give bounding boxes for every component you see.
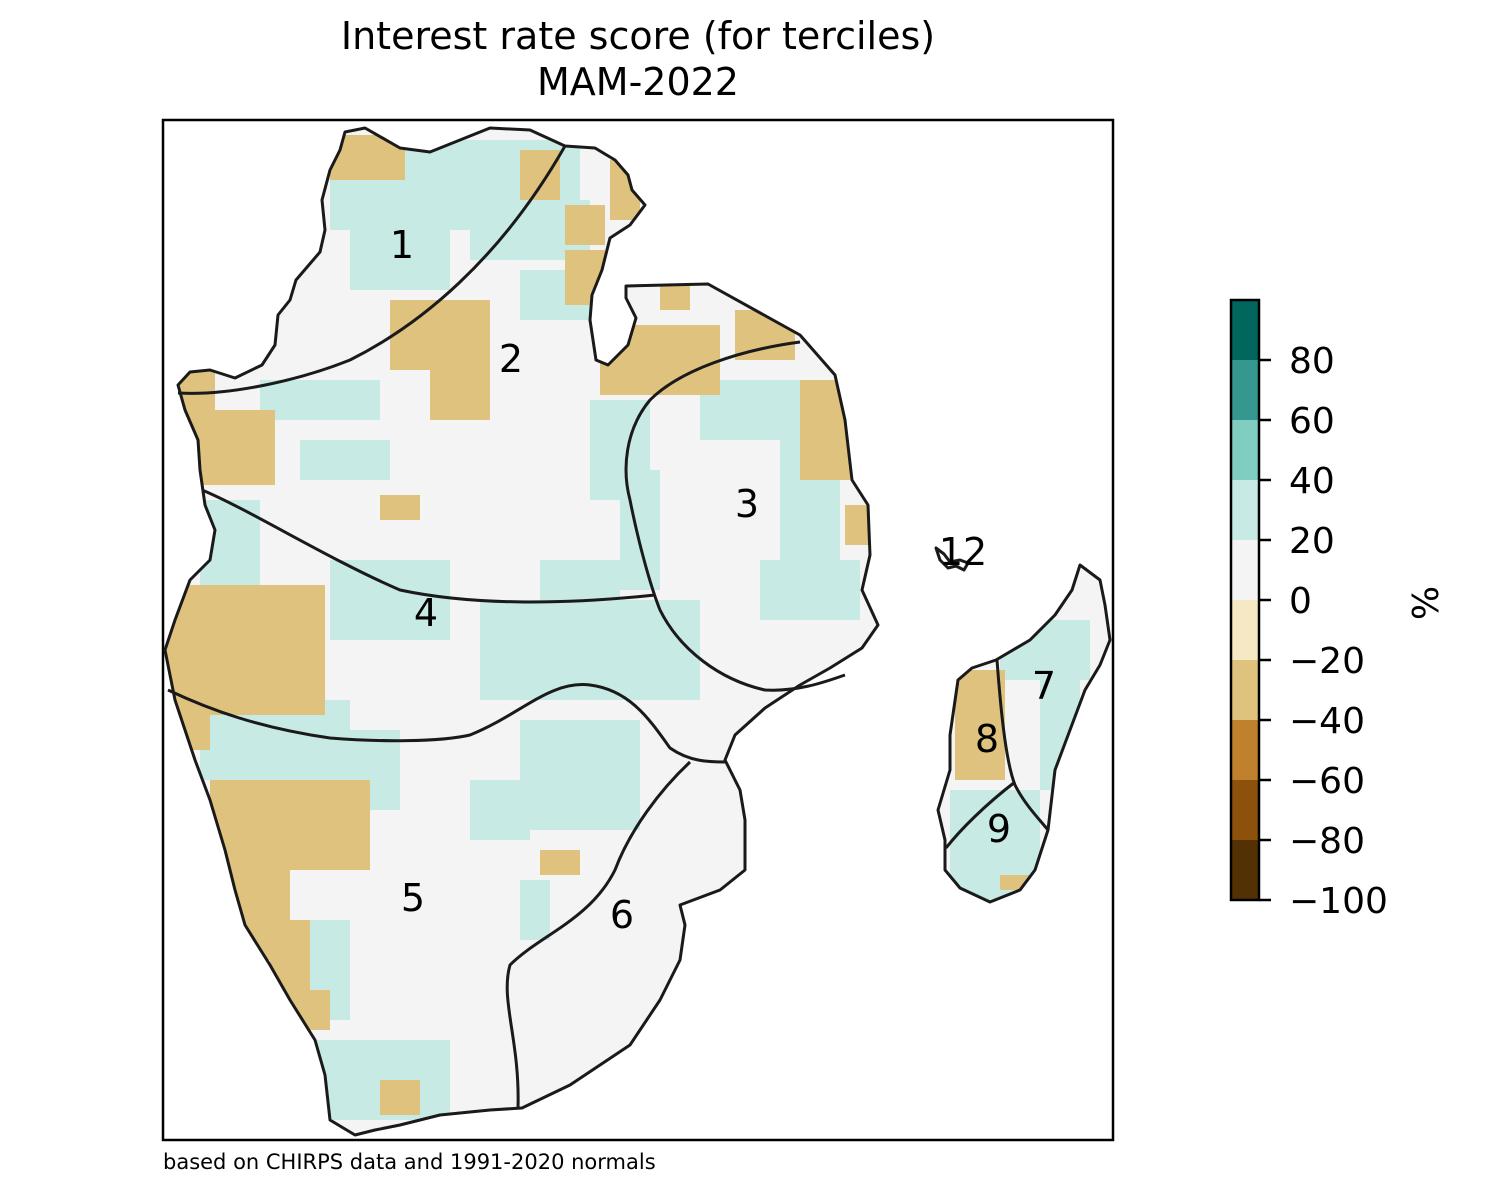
map-title: Interest rate score (for terciles) [340, 14, 936, 58]
boundary-2-4 [201, 488, 656, 604]
zone-label-5: 5 [401, 876, 425, 920]
colorbar-bin [1231, 840, 1259, 901]
colorbar-bin [1231, 420, 1259, 481]
colorbar-tick-label: −40 [1289, 701, 1365, 742]
map-subtitle: MAM-2022 [537, 60, 739, 104]
colorbar-tick-label: −100 [1289, 881, 1388, 922]
colorbar-label: % [1406, 586, 1447, 620]
coastlines [163, 126, 1112, 1137]
zone-label-9: 9 [987, 807, 1011, 851]
boundary-8-9 [944, 780, 1016, 849]
madagascar-coastline [936, 563, 1112, 904]
colorbar-tick-label: 80 [1289, 341, 1335, 382]
comoros-island [934, 546, 970, 572]
boundary-7-8 [995, 659, 1050, 831]
zone-boundaries [167, 145, 1050, 1109]
colorbar-tick-label: 60 [1289, 401, 1335, 442]
zone-label-12: 12 [939, 530, 987, 574]
boundary-2-3 [624, 340, 846, 692]
boundary-5-6 [505, 760, 692, 1109]
zone-label-4: 4 [414, 591, 438, 635]
colorbar-bin [1231, 300, 1259, 361]
zone-label-7: 7 [1032, 664, 1056, 708]
colorbar-bin [1231, 480, 1259, 541]
boundary-1-2 [177, 145, 567, 395]
colorbar-tick-label: 40 [1289, 461, 1335, 502]
colorbar-bin [1231, 600, 1259, 661]
colorbar-tick-label: 0 [1289, 581, 1312, 622]
colorbar-tick-label: −80 [1289, 821, 1365, 862]
colorbar-tick-label: 20 [1289, 521, 1335, 562]
footnote: based on CHIRPS data and 1991-2020 norma… [163, 1150, 656, 1174]
colorbar-bin [1231, 360, 1259, 421]
mainland-coastline [163, 126, 880, 1137]
colorbar-tick-label: −60 [1289, 761, 1365, 802]
zone-labels: 1 2 3 4 5 6 7 8 9 12 [390, 223, 1056, 937]
zone-label-3: 3 [735, 482, 759, 526]
colorbar-bin [1231, 720, 1259, 781]
zone-label-6: 6 [610, 893, 634, 937]
colorbar-tick-label: −20 [1289, 641, 1365, 682]
boundary-4-5 [167, 683, 726, 764]
colorbar: 80 60 40 20 0 −20 −40 −60 −80 −100 % [1229, 298, 1447, 922]
colorbar-bin [1231, 780, 1259, 841]
zone-label-2: 2 [499, 337, 523, 381]
colorbar-bin [1231, 660, 1259, 721]
colorbar-bin [1231, 540, 1259, 601]
zone-label-1: 1 [390, 223, 414, 267]
zone-label-8: 8 [975, 717, 999, 761]
